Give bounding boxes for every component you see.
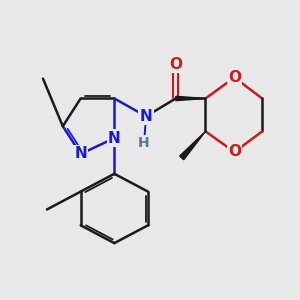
Text: N: N [140, 109, 152, 124]
Text: O: O [228, 70, 241, 85]
Polygon shape [180, 131, 206, 160]
Text: N: N [108, 130, 121, 146]
Polygon shape [176, 96, 206, 101]
Text: N: N [74, 146, 87, 161]
Text: O: O [228, 145, 241, 160]
Text: H: H [138, 136, 150, 150]
Text: O: O [169, 56, 182, 71]
